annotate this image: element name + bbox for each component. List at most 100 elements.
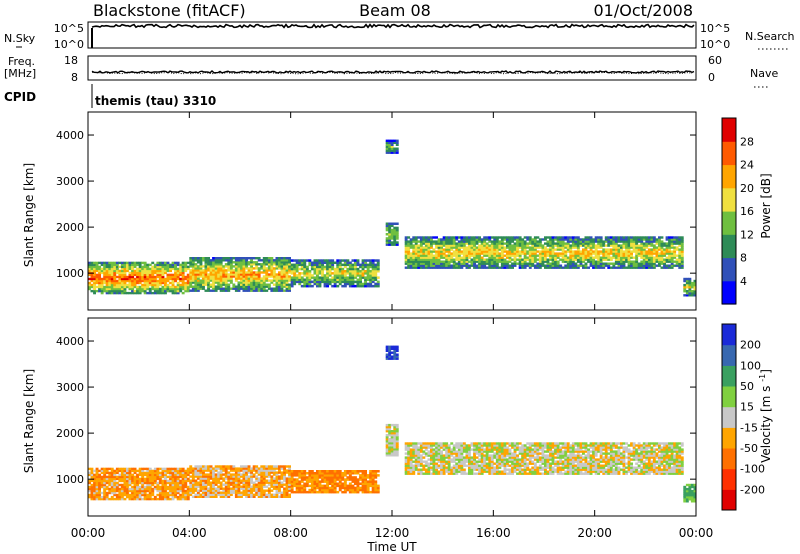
data-cell — [189, 277, 193, 280]
data-cell — [105, 279, 109, 283]
data-cell — [668, 258, 671, 261]
data-cell — [217, 489, 221, 492]
data-cell — [427, 450, 431, 453]
data-cell — [500, 250, 504, 253]
data-cell — [450, 264, 454, 267]
data-cell — [234, 259, 238, 262]
data-cell — [594, 262, 598, 265]
data-cell — [181, 469, 185, 473]
data-cell — [393, 235, 397, 238]
data-cell — [242, 477, 246, 480]
data-cell — [571, 266, 575, 269]
data-cell — [364, 280, 367, 284]
data-cell — [445, 248, 449, 251]
data-cell — [189, 489, 193, 492]
data-cell — [500, 244, 504, 247]
data-cell — [126, 265, 129, 269]
data-cell — [321, 488, 324, 492]
data-cell — [460, 252, 464, 255]
data-cell — [118, 281, 122, 285]
data-cell — [673, 242, 677, 245]
data-cell — [260, 489, 264, 492]
data-cell — [533, 260, 537, 263]
data-cell — [551, 260, 555, 263]
data-cell — [194, 283, 198, 286]
data-cell — [604, 240, 608, 243]
data-cell — [508, 236, 512, 239]
data-cell — [351, 490, 355, 494]
data-cell — [407, 258, 411, 261]
data-cell — [93, 477, 96, 481]
data-cell — [582, 238, 585, 241]
data-cell — [414, 250, 418, 253]
data-cell — [551, 240, 555, 243]
data-cell — [290, 478, 294, 481]
data-cell — [148, 489, 152, 493]
data-cell — [503, 258, 507, 261]
data-cell — [219, 277, 223, 280]
data-cell — [594, 238, 598, 241]
data-cell — [470, 248, 474, 251]
data-cell — [308, 282, 312, 286]
data-cell — [460, 236, 464, 239]
data-cell — [120, 485, 124, 489]
data-cell — [589, 262, 593, 265]
data-cell — [126, 491, 129, 495]
data-cell — [511, 252, 514, 255]
data-cell — [650, 240, 654, 243]
data-cell — [280, 257, 284, 260]
data-cell — [404, 448, 408, 451]
data-cell — [483, 250, 487, 253]
data-cell — [650, 236, 654, 239]
data-cell — [174, 287, 177, 291]
data-cell — [298, 470, 302, 473]
data-cell — [194, 495, 198, 498]
data-cell — [103, 275, 107, 279]
data-cell — [422, 456, 426, 459]
data-cell — [642, 266, 646, 269]
data-cell — [278, 471, 281, 474]
data-cell — [120, 263, 124, 267]
data-cell — [427, 242, 431, 245]
data-cell — [564, 256, 568, 259]
data-cell — [237, 285, 241, 288]
data-cell — [250, 491, 253, 494]
data-cell — [409, 468, 413, 471]
data-cell — [549, 236, 552, 239]
data-cell — [141, 289, 145, 293]
data-cell — [285, 261, 289, 264]
data-cell — [556, 238, 560, 241]
data-cell — [209, 491, 213, 494]
data-cell — [435, 258, 438, 261]
data-cell — [414, 446, 418, 449]
data-cell — [328, 270, 332, 273]
data-cell — [326, 282, 329, 286]
data-cell — [103, 489, 107, 493]
data-cell — [212, 267, 215, 270]
data-cell — [640, 238, 644, 241]
data-cell — [128, 487, 132, 491]
data-cell — [559, 254, 563, 257]
data-cell — [564, 264, 568, 267]
data-cell — [202, 487, 205, 490]
data-cell — [171, 263, 175, 267]
data-cell — [138, 265, 142, 269]
data-cell — [440, 266, 443, 269]
data-cell — [361, 267, 365, 271]
data-cell — [663, 262, 666, 265]
data-cell — [229, 469, 233, 472]
data-cell — [275, 493, 279, 496]
data-cell — [422, 444, 426, 447]
data-cell — [191, 273, 195, 276]
data-cell — [267, 283, 271, 286]
data-cell — [186, 261, 190, 265]
data-cell — [328, 476, 332, 479]
data-cell — [576, 236, 580, 239]
data-cell — [475, 254, 479, 257]
data-cell — [105, 283, 109, 287]
data-cell — [313, 488, 317, 492]
data-cell — [148, 291, 152, 295]
data-cell — [341, 482, 345, 485]
data-cell — [158, 289, 162, 293]
data-cell — [191, 473, 195, 476]
